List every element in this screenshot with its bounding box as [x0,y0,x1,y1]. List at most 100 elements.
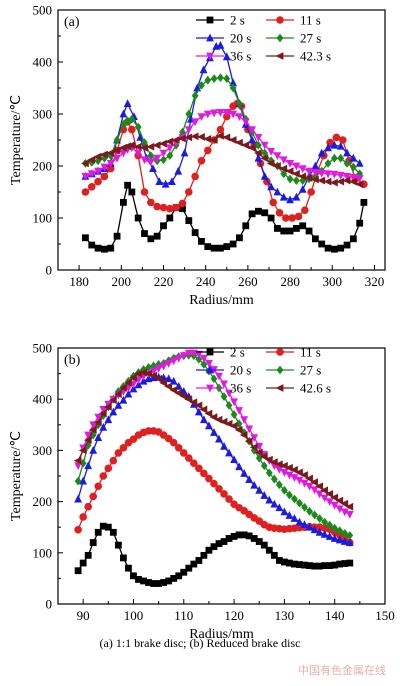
data-point [336,141,345,150]
data-point [178,134,186,143]
data-point [124,378,132,387]
data-point [245,475,254,483]
data-point [229,240,237,248]
data-point [209,136,218,144]
data-point [124,116,132,126]
data-point [81,173,90,181]
data-point [179,352,188,361]
data-point [194,407,203,416]
data-point [266,159,275,168]
data-point [171,136,180,144]
data-point [250,480,259,489]
data-point [280,169,288,179]
data-point [168,177,176,185]
data-point [164,382,173,391]
data-point [107,151,115,160]
data-point [145,579,152,586]
data-point [195,464,203,473]
data-point [209,413,218,422]
data-point [310,525,319,534]
data-point [315,482,323,491]
y-tick-label: 100 [33,545,53,560]
data-point [113,154,121,163]
data-point [120,199,127,206]
data-point [210,428,218,436]
data-point [292,176,300,185]
data-point [161,179,170,188]
data-point [337,153,345,163]
data-point [99,472,108,480]
data-point [301,206,309,214]
legend-entry: 36 s [196,381,251,396]
data-point [265,495,274,504]
data-point [169,386,178,394]
data-point [279,164,288,173]
data-point [320,494,329,503]
data-point [320,486,329,495]
data-point [99,422,108,431]
data-point [89,446,98,454]
data-point [225,535,233,542]
data-point [178,199,187,208]
data-point [230,455,238,464]
y-tick-label: 200 [33,494,53,509]
data-point [242,222,250,230]
data-point [265,468,273,478]
data-point [331,561,339,569]
data-point [129,373,137,382]
series-line [77,525,350,585]
data-point [113,135,121,145]
data-point [255,485,264,494]
data-point [339,136,347,144]
legend-entry: 42.6 s [266,381,331,396]
data-point [79,559,87,567]
legend-marker [276,16,284,24]
data-point [104,523,112,531]
data-point [147,198,155,207]
data-point [348,177,357,186]
data-point [98,409,107,418]
data-point [286,559,293,567]
data-point [159,149,168,158]
data-point [174,444,183,452]
data-point [260,461,268,471]
data-point [288,214,296,222]
data-point [94,167,102,176]
data-point [280,558,288,566]
data-point [273,187,282,196]
data-point [248,135,256,144]
data-point [291,169,300,178]
data-point [89,492,98,501]
data-point [179,392,188,401]
data-point [260,491,269,499]
data-point [290,514,299,522]
data-point [197,113,206,121]
data-point [282,214,290,222]
data-point [120,554,127,562]
data-point [341,528,349,538]
data-point [222,133,231,142]
panel-label: (a) [64,15,80,30]
series-42.3s [81,131,364,189]
data-point [87,183,96,191]
data-point [94,528,102,536]
data-point [210,374,218,384]
data-point [205,474,213,483]
data-point [134,380,143,389]
data-point [155,177,164,185]
data-point [254,134,263,142]
data-point [255,207,262,215]
x-tick-label: 180 [69,274,89,289]
data-point [345,538,354,546]
data-point [222,109,231,117]
data-point [223,74,231,84]
y-tick-label: 100 [33,211,53,226]
y-tick-label: 300 [33,107,53,122]
data-point [340,537,349,545]
data-point [94,482,103,491]
data-point [235,138,243,147]
data-point [164,359,173,368]
data-point [169,357,178,366]
data-point [180,568,188,576]
data-point [250,535,258,542]
